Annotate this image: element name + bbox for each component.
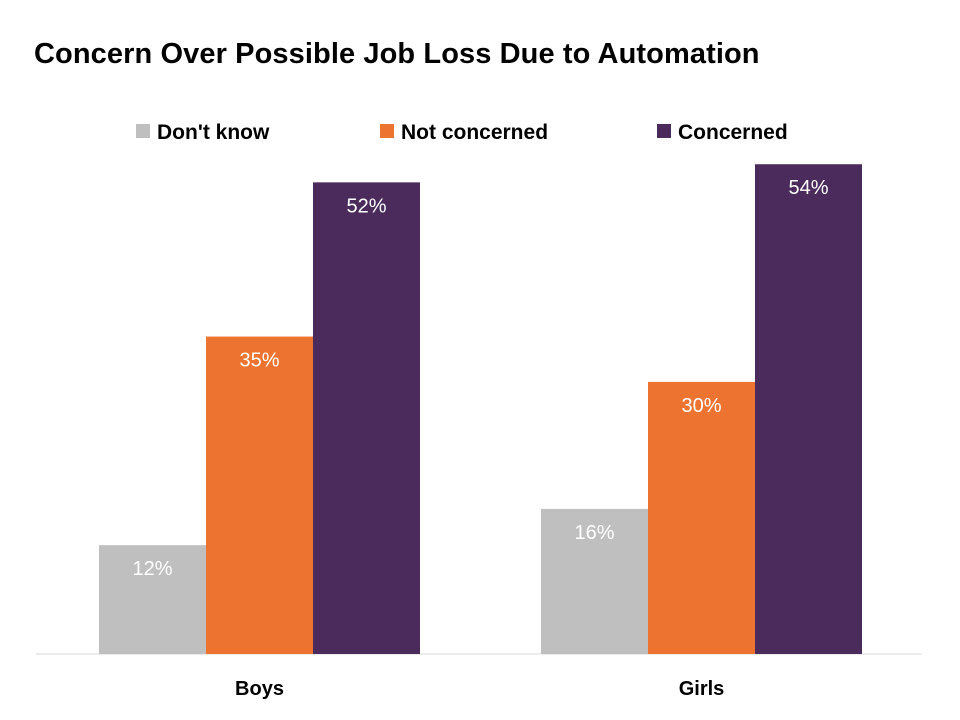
bar-boys-don-t-know (99, 545, 206, 654)
bar-boys-concerned (313, 182, 420, 655)
value-label-girls-don-t-know: 16% (574, 522, 614, 544)
value-label-boys-not-concerned: 35% (239, 350, 279, 372)
category-label-boys: Boys (235, 678, 284, 700)
value-labels: 12% 35% 52% 16% 30% 54% (132, 177, 828, 580)
value-label-boys-concerned: 52% (346, 195, 386, 217)
bar-boys-not-concerned (206, 336, 313, 654)
value-label-girls-concerned: 54% (788, 177, 828, 199)
category-label-girls: Girls (679, 678, 725, 700)
value-label-girls-not-concerned: 30% (681, 395, 721, 417)
chart-title: Concern Over Possible Job Loss Due to Au… (34, 38, 760, 70)
legend-swatch-don-t-know (136, 124, 150, 138)
category-labels: Boys Girls (235, 678, 724, 700)
value-label-boys-don-t-know: 12% (132, 558, 172, 580)
legend-label-not-concerned: Not concerned (401, 121, 548, 144)
legend-swatch-not-concerned (380, 124, 394, 138)
legend-swatch-concerned (657, 124, 671, 138)
bar-girls-concerned (755, 164, 862, 654)
bar-girls-not-concerned (648, 381, 755, 654)
legend-label-concerned: Concerned (678, 121, 788, 144)
bars (99, 164, 862, 655)
legend-label-don-t-know: Don't know (157, 121, 270, 144)
bar-girls-don-t-know (541, 508, 648, 654)
legend: Don't know Not concerned Concerned (136, 121, 788, 144)
